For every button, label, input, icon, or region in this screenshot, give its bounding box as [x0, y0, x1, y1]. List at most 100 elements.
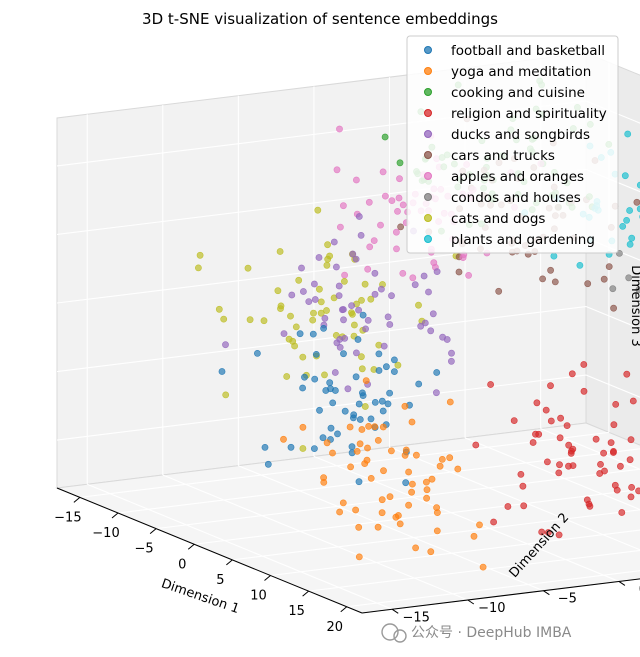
point-yoga-and-meditation — [355, 523, 363, 531]
point-religion-and-spirituality — [627, 436, 635, 444]
point-ducks-and-songbirds — [280, 330, 288, 337]
point-cats-and-dogs — [194, 264, 202, 272]
point-ducks-and-songbirds — [448, 349, 455, 357]
point-yoga-and-meditation — [476, 521, 483, 529]
point-yoga-and-meditation — [438, 455, 446, 463]
point-religion-and-spirituality — [580, 361, 588, 368]
point-football-and-basketball — [415, 380, 423, 388]
point-football-and-basketball — [264, 460, 272, 468]
point-cats-and-dogs — [260, 317, 268, 325]
point-religion-and-spirituality — [617, 462, 624, 470]
point-cats-and-dogs — [314, 206, 322, 214]
point-football-and-basketball — [375, 350, 383, 358]
grid-z-left — [56, 374, 587, 441]
point-football-and-basketball — [349, 414, 357, 422]
point-ducks-and-songbirds — [421, 319, 429, 327]
point-ducks-and-songbirds — [355, 306, 362, 314]
x-tick-mark — [264, 575, 271, 581]
point-football-and-basketball — [316, 406, 323, 414]
point-yoga-and-meditation — [402, 446, 410, 454]
point-religion-and-spirituality — [610, 421, 618, 429]
point-religion-and-spirituality — [592, 435, 600, 443]
point-apples-and-oranges — [377, 221, 384, 229]
legend-box — [406, 35, 619, 254]
point-cats-and-dogs — [317, 309, 325, 317]
point-religion-and-spirituality — [517, 470, 525, 478]
point-cats-and-dogs — [361, 403, 369, 410]
point-yoga-and-meditation — [336, 508, 343, 516]
point-religion-and-spirituality — [535, 430, 543, 438]
point-ducks-and-songbirds — [310, 280, 318, 288]
point-yoga-and-meditation — [408, 488, 415, 496]
point-religion-and-spirituality — [557, 414, 564, 422]
x-axis-label: Dimension 1 — [159, 576, 241, 617]
point-yoga-and-meditation — [362, 377, 370, 384]
point-yoga-and-meditation — [405, 501, 412, 509]
point-football-and-basketball — [402, 479, 410, 487]
legend-label: religion and spirituality — [451, 106, 607, 122]
point-cats-and-dogs — [415, 301, 422, 309]
point-ducks-and-songbirds — [371, 290, 379, 298]
point-yoga-and-meditation — [408, 480, 416, 488]
point-football-and-basketball — [356, 416, 364, 423]
point-apples-and-oranges — [365, 198, 373, 206]
point-condos-and-houses — [635, 286, 640, 294]
point-yoga-and-meditation — [479, 563, 487, 571]
grid-x-floor — [270, 529, 640, 577]
point-religion-and-spirituality — [635, 487, 640, 495]
legend-marker — [424, 235, 432, 243]
point-cats-and-dogs — [358, 365, 366, 373]
point-ducks-and-songbirds — [315, 254, 323, 261]
point-apples-and-oranges — [339, 202, 347, 210]
point-apples-and-oranges — [409, 274, 417, 282]
point-football-and-basketball — [319, 434, 327, 442]
grid-y-floor — [464, 437, 640, 511]
y-tick-label: −15 — [403, 610, 430, 625]
point-ducks-and-songbirds — [335, 292, 343, 299]
point-cats-and-dogs — [310, 309, 317, 317]
point-ducks-and-songbirds — [377, 285, 385, 293]
grid-z-right — [585, 168, 640, 193]
point-religion-and-spirituality — [544, 458, 551, 466]
point-football-and-basketball — [320, 324, 327, 332]
point-ducks-and-songbirds — [332, 263, 340, 271]
point-apples-and-oranges — [370, 237, 378, 244]
point-cats-and-dogs — [276, 248, 284, 255]
point-football-and-basketball — [331, 387, 339, 394]
point-religion-and-spirituality — [556, 434, 564, 442]
point-cats-and-dogs — [361, 280, 369, 288]
legend-marker — [424, 151, 432, 159]
point-football-and-basketball — [301, 373, 308, 381]
y-axis-line — [361, 578, 640, 614]
legend-marker — [424, 193, 432, 201]
point-religion-and-spirituality — [547, 382, 554, 390]
point-cats-and-dogs — [274, 287, 282, 295]
point-ducks-and-songbirds — [331, 369, 339, 376]
legend-label: football and basketball — [451, 43, 605, 59]
point-apples-and-oranges — [388, 197, 396, 204]
point-apples-and-oranges — [399, 201, 407, 209]
point-yoga-and-meditation — [323, 439, 331, 447]
point-cats-and-dogs — [283, 373, 291, 380]
point-ducks-and-songbirds — [447, 357, 455, 365]
point-football-and-basketball — [375, 367, 383, 374]
point-yoga-and-meditation — [371, 423, 379, 431]
point-plants-and-gardening — [636, 205, 640, 213]
point-yoga-and-meditation — [433, 504, 440, 511]
point-apples-and-oranges — [336, 125, 343, 133]
point-cats-and-dogs — [246, 316, 254, 324]
x-tick-mark — [226, 559, 233, 566]
x-axis-line — [56, 487, 363, 614]
point-cars-and-trucks — [547, 266, 554, 274]
point-religion-and-spirituality — [623, 370, 631, 378]
point-yoga-and-meditation — [422, 478, 430, 486]
y-tick-mark — [618, 581, 626, 586]
point-cats-and-dogs — [299, 353, 307, 361]
x-tick-label: 15 — [288, 604, 305, 619]
point-ducks-and-songbirds — [344, 385, 352, 393]
point-ducks-and-songbirds — [335, 282, 343, 290]
point-football-and-basketball — [386, 389, 393, 397]
point-football-and-basketball — [327, 424, 335, 432]
point-ducks-and-songbirds — [338, 306, 346, 314]
